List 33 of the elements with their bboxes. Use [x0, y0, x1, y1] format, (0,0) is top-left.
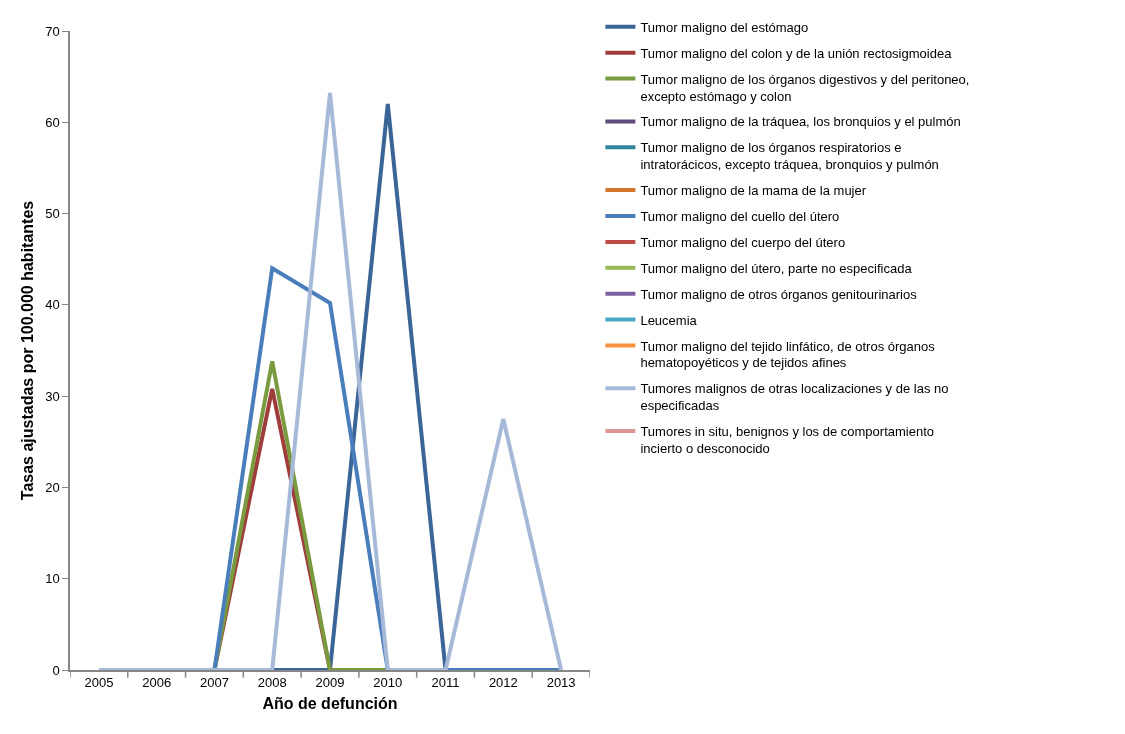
x-tick-label: 2008 — [257, 675, 287, 691]
legend-label: Tumor maligno del cuerpo del útero — [640, 234, 846, 250]
legend-label: Tumor maligno de otros órganos genitourinarios — [640, 286, 918, 302]
y-tick-label: 60 — [45, 114, 60, 130]
legend-label: Tumor maligno del útero, parte no especificada — [640, 260, 913, 276]
y-tick-label: 70 — [45, 23, 60, 39]
legend-label: Tumor maligno del estómago — [640, 19, 809, 35]
y-tick-label: 0 — [52, 662, 60, 678]
legend-label: Leucemia — [640, 312, 698, 328]
legend-label: Tumor maligno del tejido linfático, de otros órganos hematopoyéticos y de tejidos afines — [640, 338, 936, 371]
x-tick-label: 2010 — [373, 675, 403, 691]
x-tick-label: 2009 — [315, 675, 345, 691]
x-tick-label: 2012 — [488, 675, 518, 691]
y-tick-label: 40 — [45, 297, 60, 313]
x-tick-label: 2005 — [84, 675, 114, 691]
y-tick-label: 10 — [45, 571, 60, 587]
x-tick-label: 2011 — [431, 675, 460, 691]
x-axis-title: Año de defunción — [262, 694, 398, 712]
legend-label: Tumores in situ, benignos y los de comportamiento incierto o desconocido — [640, 424, 935, 457]
legend-label: Tumor maligno de los órganos digestivos y del peritoneo, excepto estómago y colon — [640, 71, 970, 104]
legend-label: Tumor maligno de la mama de la mujer — [640, 183, 867, 199]
legend-label: Tumor maligno de los órganos respiratorios e intratorácicos, excepto tráquea, bronquios y pulmón — [640, 140, 939, 173]
y-tick-label: 50 — [45, 206, 60, 222]
legend-label: Tumor maligno del colon y de la unión rectosigmoidea — [640, 45, 953, 61]
x-tick-label: 2006 — [142, 675, 172, 691]
y-tick-label: 30 — [45, 388, 60, 404]
x-tick-label: 2013 — [546, 675, 576, 691]
legend-label: Tumor maligno del cuello del útero — [640, 209, 840, 225]
x-tick-label: 2007 — [199, 675, 229, 691]
y-tick-label: 20 — [45, 479, 60, 495]
y-axis-title: Tasas ajustadas por 100.000 habitantes — [18, 200, 36, 501]
legend-label: Tumores malignos de otras localizaciones y de las no especificadas — [640, 381, 949, 414]
legend-label: Tumor maligno de la tráquea, los bronquios y el pulmón — [640, 114, 961, 130]
